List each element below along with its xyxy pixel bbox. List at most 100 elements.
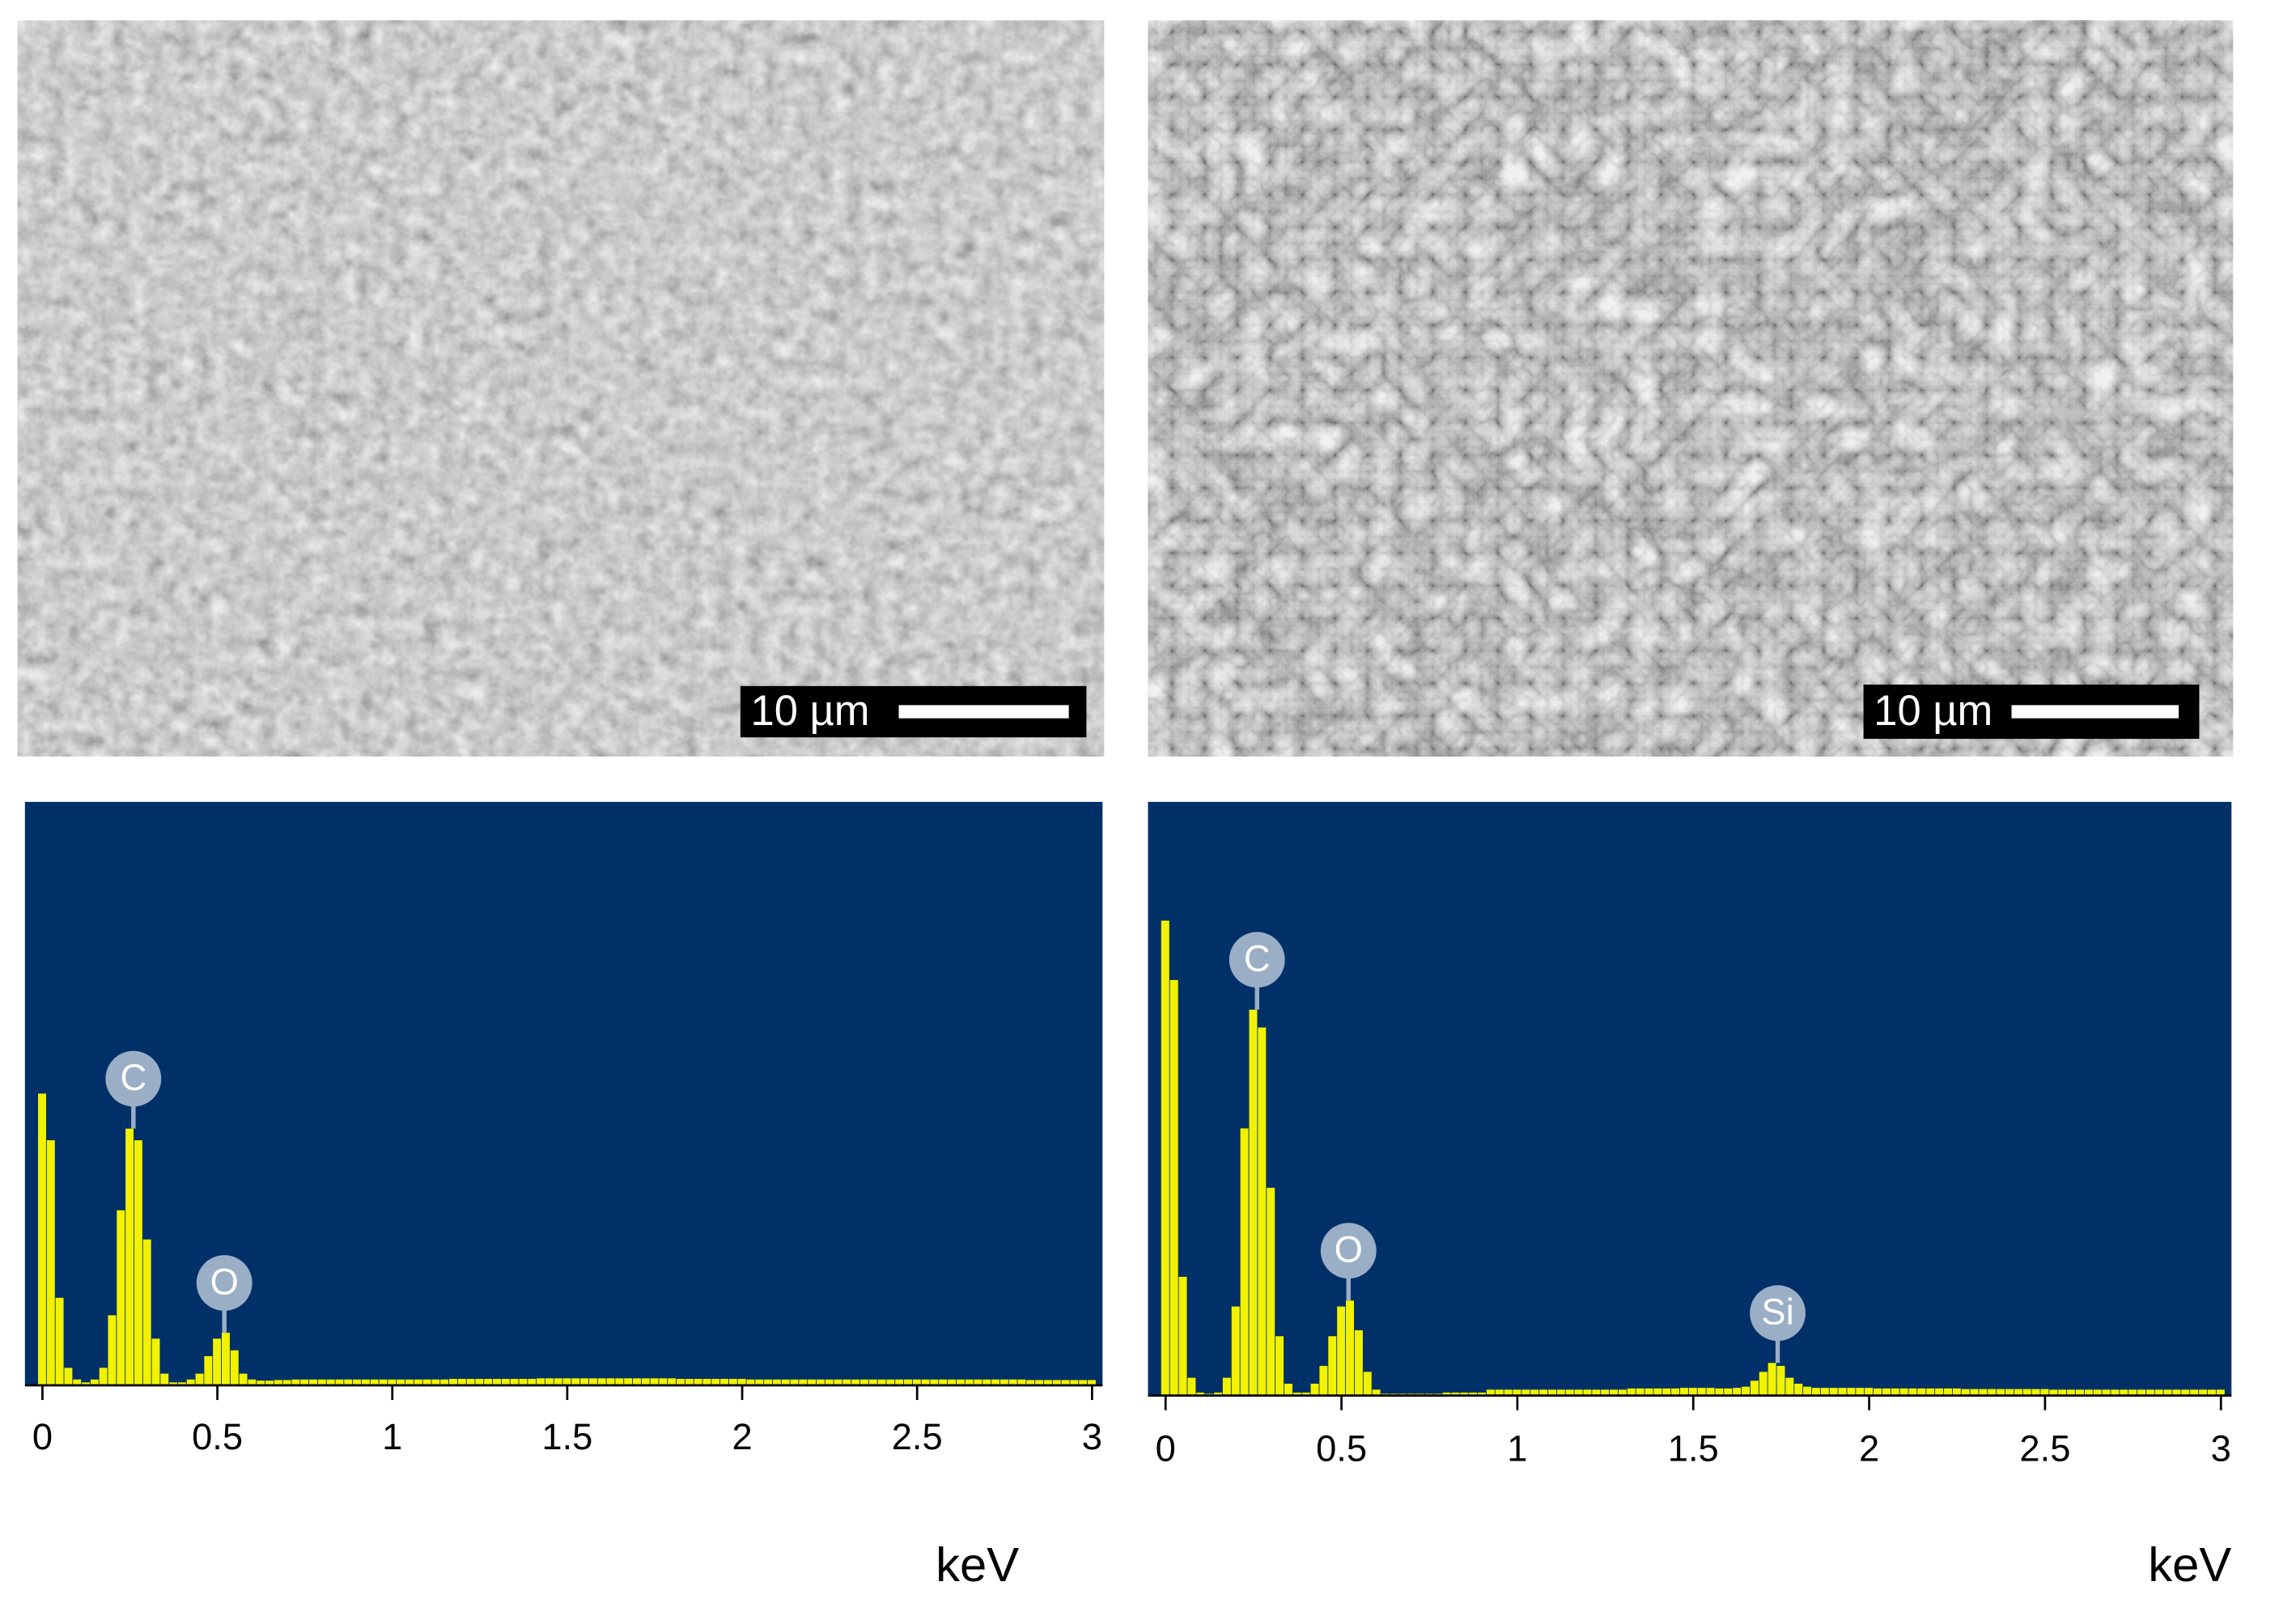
spectrum-bar: [825, 1379, 834, 1385]
spectrum-bar: [886, 1379, 895, 1385]
spectrum-bar: [1776, 1365, 1785, 1396]
spectrum-bar: [2128, 1389, 2137, 1396]
spectrum-bar: [1275, 1336, 1284, 1396]
spectrum-bar: [1688, 1388, 1697, 1396]
spectrum-bar: [1627, 1388, 1636, 1396]
spectrum-bar: [1803, 1386, 1812, 1396]
spectrum-bar: [274, 1380, 282, 1385]
spectrum-bar: [1319, 1365, 1328, 1396]
spectrum: 0 0.5 1 1.5 2 2.5 3 keV C O Si: [1148, 801, 2231, 1592]
x-tick-label: 0.5: [192, 1416, 243, 1457]
spectrum-bar: [1495, 1389, 1504, 1396]
spectrum-bar: [475, 1379, 484, 1385]
spectrum-bar: [790, 1379, 799, 1385]
spectrum-bar: [2216, 1389, 2225, 1396]
spectrum-bar: [1583, 1389, 1592, 1396]
peak-marker: [196, 1255, 253, 1311]
spectrum-bar: [1820, 1388, 1829, 1396]
spectrum-bar: [1231, 1306, 1240, 1396]
spectrum-bar: [588, 1378, 597, 1385]
spectrum-bar: [965, 1379, 974, 1385]
spectrum-bar: [1240, 1128, 1249, 1396]
spectrum-bar: [1284, 1383, 1292, 1396]
spectrum-bar: [186, 1379, 195, 1385]
spectrum-bar: [1636, 1388, 1645, 1396]
peak-label: C: [120, 1057, 146, 1098]
spectrum-bar: [1715, 1388, 1724, 1396]
spectrum-bar: [641, 1378, 650, 1385]
spectrum-bar: [1592, 1389, 1601, 1396]
spectrum-bar: [2120, 1389, 2128, 1396]
spectrum-bar: [1521, 1389, 1530, 1396]
x-tick-label: 1.5: [541, 1416, 592, 1457]
spectrum-bar: [930, 1379, 939, 1385]
spectrum-bar: [545, 1378, 554, 1385]
spectrum-bar: [108, 1315, 117, 1385]
spectrum-bar: [537, 1378, 545, 1385]
spectrum-bar: [1742, 1386, 1751, 1396]
spectrum-bar: [624, 1378, 633, 1385]
spectrum-bar: [1530, 1389, 1539, 1396]
spectrum-bar: [370, 1379, 379, 1385]
spectrum-bar: [1008, 1379, 1017, 1385]
spectrum-bar: [1301, 1392, 1310, 1396]
spectrum-bar: [1645, 1388, 1653, 1396]
sem-image: 10 µm: [1148, 20, 2234, 757]
spectrum: 0 0.5 1 1.5 2 2.5 3 keV C O: [24, 801, 1103, 1592]
spectrum-bar: [2190, 1389, 2199, 1396]
spectrum-bar: [213, 1338, 222, 1385]
spectrum-bar: [1829, 1388, 1838, 1396]
sem-texture: [17, 20, 1105, 757]
spectrum-bar: [1079, 1380, 1088, 1385]
spectrum-bar: [230, 1350, 239, 1385]
spectrum-bar: [2075, 1389, 2084, 1396]
spectrum-bar: [160, 1373, 169, 1385]
peak-label: C: [1244, 938, 1271, 979]
spectrum-bar: [1970, 1389, 1979, 1396]
x-tick-label: 2.5: [2019, 1427, 2070, 1469]
spectrum-bar: [1865, 1388, 1874, 1396]
spectrum-bar: [816, 1379, 825, 1385]
spectrum-bar: [1926, 1388, 1935, 1396]
spectrum-bar: [82, 1382, 90, 1385]
spectrum-bar: [1785, 1377, 1794, 1396]
spectrum-bar: [746, 1379, 755, 1385]
spectrum-bar: [239, 1373, 248, 1385]
spectrum-bar: [1187, 1377, 1196, 1396]
spectrum-bar: [1267, 1187, 1275, 1396]
spectrum-bar: [2005, 1389, 2014, 1396]
spectrum-bar: [1882, 1388, 1891, 1396]
spectrum-bar: [982, 1379, 991, 1385]
spectrum-bar: [580, 1378, 589, 1385]
spectrum-bar: [956, 1379, 965, 1385]
spectrum-bar: [388, 1379, 397, 1385]
spectrum-bar: [659, 1378, 668, 1385]
spectrum-bar: [912, 1379, 921, 1385]
spectrum-bar: [300, 1379, 309, 1385]
spectrum-bar: [1087, 1380, 1096, 1385]
spectrum-bar: [1952, 1388, 1961, 1396]
x-tick-label: 1: [382, 1416, 402, 1457]
spectrum-bar: [134, 1140, 142, 1385]
x-axis-label: keV: [2148, 1537, 2231, 1592]
spectrum-bar: [737, 1379, 746, 1385]
spectrum-bar: [1565, 1389, 1574, 1396]
x-tick-label: 2: [732, 1416, 752, 1457]
spectrum-bar: [1574, 1389, 1583, 1396]
spectrum-bar: [1292, 1392, 1301, 1396]
spectrum-bar: [125, 1128, 134, 1385]
spectrum-bar: [309, 1379, 318, 1385]
spectrum-bar: [335, 1379, 344, 1385]
spectrum-bar: [685, 1379, 694, 1385]
x-tick-label: 0: [32, 1416, 53, 1457]
spectrum-bar: [1750, 1380, 1759, 1396]
spectrum-bar: [1310, 1383, 1319, 1396]
spectrum-bar: [99, 1368, 108, 1385]
spectrum-bar: [1035, 1380, 1044, 1385]
x-tick-label: 0.5: [1316, 1427, 1367, 1469]
peak-marker: [1229, 931, 1285, 988]
spectrum-bar: [2102, 1389, 2111, 1396]
spectrum-bar: [457, 1379, 466, 1385]
spectrum-bar: [1917, 1388, 1926, 1396]
scale-bar: [2011, 705, 2179, 719]
